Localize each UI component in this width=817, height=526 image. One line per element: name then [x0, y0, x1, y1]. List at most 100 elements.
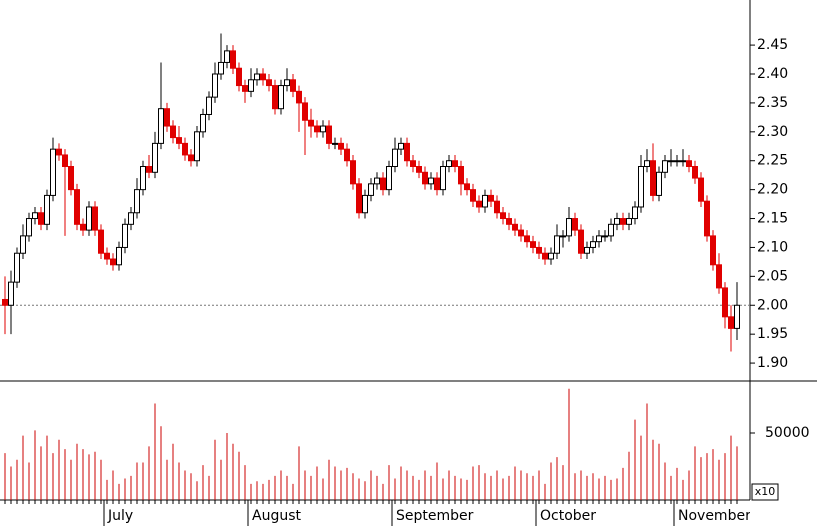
candle-body: [662, 160, 668, 173]
candle-body: [470, 189, 476, 202]
candle-body: [560, 235, 566, 238]
candle-body: [50, 148, 56, 196]
candle-body: [512, 223, 518, 231]
candle-body: [620, 218, 626, 225]
candle-body: [302, 102, 308, 121]
multiplier-box: [751, 483, 779, 501]
candle-body: [728, 316, 734, 329]
month-label: October: [540, 508, 596, 524]
candle-body: [716, 264, 722, 289]
candle-body: [392, 148, 398, 168]
candle-body: [158, 108, 164, 144]
candle-body: [410, 160, 416, 168]
candle-body: [8, 281, 14, 306]
candle-body: [698, 177, 704, 202]
candle-body: [362, 194, 368, 214]
candle-body: [356, 183, 362, 214]
month-label: September: [396, 508, 474, 524]
candle-body: [572, 218, 578, 231]
candle-body: [116, 246, 122, 266]
candle-body: [428, 177, 434, 185]
candle-body: [344, 148, 350, 162]
candle-body: [536, 246, 542, 254]
candle-body: [578, 229, 584, 254]
candle-body: [326, 125, 332, 144]
candle-body: [164, 108, 170, 127]
candle-body: [632, 206, 638, 220]
candle-body: [290, 79, 296, 92]
candle-body: [110, 258, 116, 266]
candle-body: [194, 131, 200, 162]
candle-body: [26, 218, 32, 237]
candle-body: [566, 218, 572, 237]
candle-body: [338, 142, 344, 150]
candle-body: [710, 235, 716, 266]
candle-body: [248, 79, 254, 92]
candle-body: [416, 166, 422, 173]
y-tick-label: 2.45: [757, 37, 788, 53]
candle-body: [56, 148, 62, 156]
candle-body: [506, 218, 512, 225]
y-tick-label: 2.35: [757, 95, 788, 111]
candle-body: [440, 166, 446, 191]
candle-body: [518, 229, 524, 237]
candle-body: [680, 160, 686, 163]
candle-body: [668, 160, 674, 163]
candle-body: [464, 183, 470, 191]
candle-body: [242, 85, 248, 92]
candle-body: [74, 189, 80, 225]
candle-body: [482, 194, 488, 208]
candle-body: [434, 177, 440, 191]
candle-body: [656, 171, 662, 196]
candle-body: [20, 235, 26, 254]
candle-body: [152, 142, 158, 173]
candle-body: [122, 223, 128, 248]
y-tick-label: 1.90: [757, 355, 788, 371]
candle-body: [590, 241, 596, 248]
y-tick-label: 2.10: [757, 239, 788, 255]
candle-body: [650, 160, 656, 196]
candle-body: [212, 73, 218, 98]
candle-body: [236, 67, 242, 87]
y-tick-label: 2.15: [757, 211, 788, 227]
candle-body: [674, 160, 680, 163]
candle-body: [380, 177, 386, 191]
candle-body: [500, 212, 506, 220]
candle-body: [104, 252, 110, 260]
candle-body: [92, 206, 98, 231]
candle-body: [200, 113, 206, 133]
candle-body: [86, 206, 92, 231]
y-tick-label: 2.20: [757, 182, 788, 198]
candle-body: [368, 183, 374, 196]
y-tick-label: 2.30: [757, 124, 788, 140]
candle-body: [626, 218, 632, 225]
candle-body: [548, 252, 554, 260]
candle-body: [704, 200, 710, 237]
candle-body: [494, 200, 500, 214]
candle-body: [176, 137, 182, 144]
multiplier-label: x10: [755, 485, 776, 498]
candle-body: [722, 287, 728, 318]
candle-body: [320, 125, 326, 133]
candle-body: [182, 142, 188, 156]
y-tick-label: 1.95: [757, 326, 788, 342]
month-label: August: [252, 508, 302, 524]
y-tick-label: 2.40: [757, 66, 788, 82]
candle-body: [266, 79, 272, 87]
candle-body: [134, 189, 140, 214]
candle-body: [272, 85, 278, 110]
candle-body: [458, 166, 464, 185]
candle-body: [44, 194, 50, 225]
candle-body: [254, 73, 260, 81]
plot: JuneJulyAugustSeptemberOctoberNovember: [0, 33, 750, 526]
candle-body: [314, 125, 320, 133]
candle-body: [422, 171, 428, 185]
candle-body: [308, 119, 314, 127]
candle-body: [128, 212, 134, 225]
candle-body: [80, 223, 86, 231]
candle-body: [296, 90, 302, 104]
month-label: July: [107, 508, 133, 524]
candle-body: [206, 96, 212, 115]
